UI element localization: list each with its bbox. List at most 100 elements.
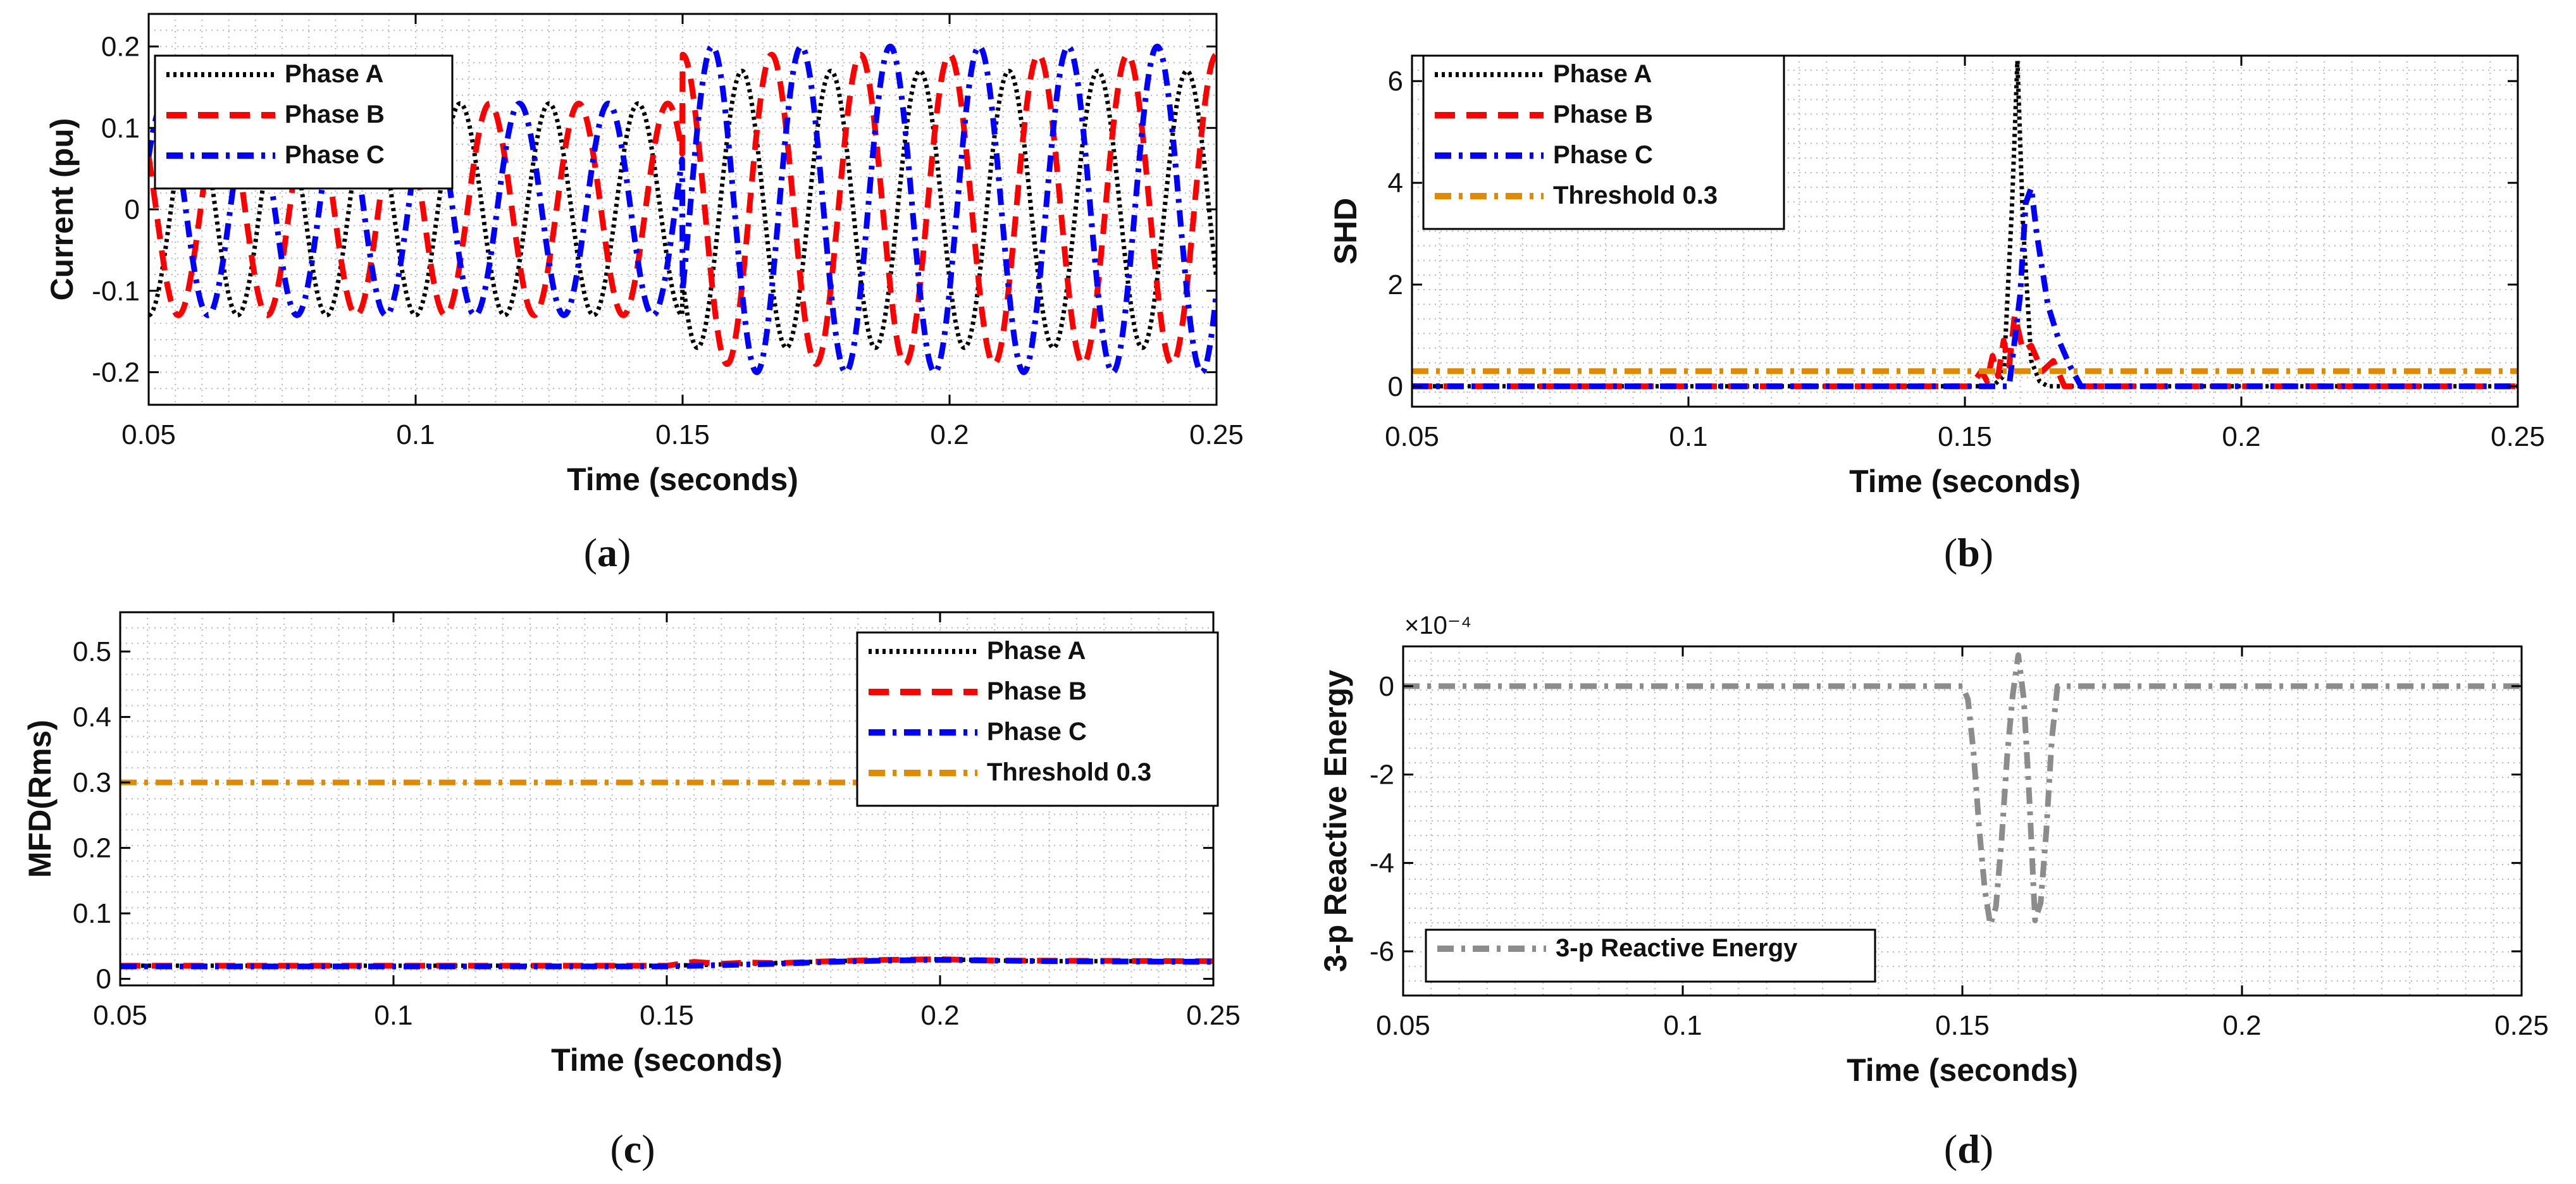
y-tick-label: 0 <box>125 194 140 225</box>
x-axis-label: Time (seconds) <box>1849 464 2081 499</box>
x-tick-label: 0.15 <box>1935 1010 1990 1041</box>
chart-a: 0.05 0.1 0.15 0.2 0.25 -0.2 -0.1 0 0.1 0.2 Time (s… <box>44 13 1244 575</box>
x-tick-label: 0.05 <box>121 419 176 450</box>
legend-entry: 3-p Reactive Energy <box>1556 934 1798 962</box>
legend-box <box>856 631 1219 807</box>
y-axis-label: MFD(Rms) <box>22 720 58 878</box>
caption-paren-close: ) <box>641 1126 655 1171</box>
x-tick-label: 0.1 <box>1669 421 1707 452</box>
legend-entry: Threshold 0.3 <box>987 758 1151 786</box>
x-tick-label: 0.05 <box>1385 421 1439 452</box>
y-tick-label: 0.4 <box>73 702 111 733</box>
y-tick-label: 0.5 <box>73 636 111 667</box>
legend-entry: Phase A <box>1553 60 1652 88</box>
x-tick-label: 0.15 <box>1938 421 1992 452</box>
x-tick-label: 0.1 <box>374 1000 412 1031</box>
legend: Phase A Phase B Phase C <box>154 54 454 190</box>
y-tick-label: 0.2 <box>73 833 111 864</box>
series-group <box>1403 652 2522 928</box>
caption-paren-open: ( <box>1944 1126 1957 1171</box>
x-tick-label: 0.2 <box>2222 421 2260 452</box>
chart-b: 0.05 0.1 0.15 0.2 0.25 0 2 4 6 Time (seconds) SHD P… <box>1328 54 2545 575</box>
legend-entry: Phase C <box>1553 141 1653 169</box>
y-tick-label: 4 <box>1388 168 1403 199</box>
x-axis-label: Time (seconds) <box>551 1042 783 1078</box>
caption-paren-open: ( <box>1944 530 1957 575</box>
legend-entry: Phase B <box>1553 101 1653 128</box>
x-tick-label: 0.15 <box>640 1000 694 1031</box>
chart-d: 0.05 0.1 0.15 0.2 0.25 -6 -4 -2 0 Time (seconds) 3… <box>1318 612 2549 1171</box>
legend-entry: Phase C <box>285 141 385 169</box>
y-tick-label: 0.1 <box>101 113 140 144</box>
caption-letter: d <box>1957 1126 1980 1171</box>
y-tick-label: -0.1 <box>92 276 140 307</box>
y-tick-label: 0 <box>96 964 111 995</box>
y-tick-label: 0.1 <box>73 898 111 929</box>
legend-box <box>1422 54 1785 230</box>
legend: Phase A Phase B Phase C Threshold 0.3 <box>856 631 1219 807</box>
y-tick-label: 0 <box>1379 671 1394 702</box>
x-tick-label: 0.25 <box>1189 419 1244 450</box>
y-tick-label: -0.2 <box>92 357 140 388</box>
legend-entry: Threshold 0.3 <box>1553 182 1718 209</box>
grid <box>149 14 1217 405</box>
caption-paren-open: ( <box>584 530 597 575</box>
legend-entry: Phase B <box>987 677 1087 705</box>
legend-box <box>154 54 454 190</box>
ticks <box>147 14 1218 405</box>
caption-letter: c <box>624 1126 641 1171</box>
y-tick-label: 0 <box>1388 371 1403 402</box>
legend-entry: Phase A <box>285 60 383 88</box>
y-axis-label: Current (pu) <box>44 118 80 301</box>
series-line-phase-a <box>1412 58 2518 389</box>
x-tick-label: 0.15 <box>655 419 710 450</box>
y-tick-label: -6 <box>1370 936 1394 967</box>
x-tick-label: 0.2 <box>2222 1010 2261 1041</box>
y-axis-label: 3-p Reactive Energy <box>1318 670 1353 972</box>
x-axis-label: Time (seconds) <box>567 462 798 497</box>
panel-caption: (c) <box>610 1126 655 1171</box>
caption-paren-close: ) <box>1980 1126 1993 1171</box>
y-tick-label: 0.3 <box>73 767 111 798</box>
x-tick-label: 0.25 <box>2491 421 2545 452</box>
y-tick-label: 6 <box>1388 66 1403 97</box>
x-tick-label: 0.25 <box>2494 1010 2549 1041</box>
x-tick-label: 0.25 <box>1186 1000 1241 1031</box>
x-tick-label: 0.1 <box>1663 1010 1702 1041</box>
legend-box <box>1425 928 1876 983</box>
panel-caption: (a) <box>584 530 631 575</box>
caption-letter: a <box>597 530 617 575</box>
y-tick-label: -4 <box>1370 848 1394 879</box>
caption-paren-close: ) <box>617 530 631 575</box>
caption-letter: b <box>1957 530 1980 575</box>
legend-entry: Phase B <box>285 101 385 128</box>
series-line-3-p-reactive-energy <box>1403 652 2522 928</box>
y-tick-label: 2 <box>1388 269 1403 300</box>
legend: Phase A Phase B Phase C Threshold 0.3 <box>1422 54 1785 230</box>
panel-caption: (b) <box>1944 530 1993 575</box>
x-tick-label: 0.1 <box>396 419 435 450</box>
x-tick-label: 0.05 <box>93 1000 147 1031</box>
caption-paren-open: ( <box>610 1126 623 1171</box>
chart-c: 0.05 0.1 0.15 0.2 0.25 0 0.1 0.2 0.3 0.4 0.5 Time (… <box>22 611 1241 1171</box>
axis-exponent-label: ×10⁻⁴ <box>1404 612 1471 639</box>
grid <box>1412 56 2518 407</box>
ticks <box>1402 646 2523 996</box>
series-group <box>1412 58 2518 390</box>
legend-entry: Phase A <box>987 637 1086 665</box>
y-tick-label: -2 <box>1370 760 1394 791</box>
y-tick-label: 0.2 <box>101 32 140 63</box>
panel-caption: (d) <box>1944 1126 1993 1171</box>
legend-entry: Phase C <box>987 718 1087 746</box>
y-axis-label: SHD <box>1328 198 1363 265</box>
x-tick-label: 0.2 <box>920 1000 959 1031</box>
series-line-phase-b <box>149 51 1217 367</box>
legend: 3-p Reactive Energy <box>1425 928 1876 983</box>
series-line-phase-b <box>120 956 1213 969</box>
x-tick-label: 0.05 <box>1376 1010 1430 1041</box>
x-axis-label: Time (seconds) <box>1847 1052 2078 1088</box>
x-tick-label: 0.2 <box>930 419 969 450</box>
series-line-phase-c <box>120 957 1213 970</box>
caption-paren-close: ) <box>1980 530 1993 575</box>
